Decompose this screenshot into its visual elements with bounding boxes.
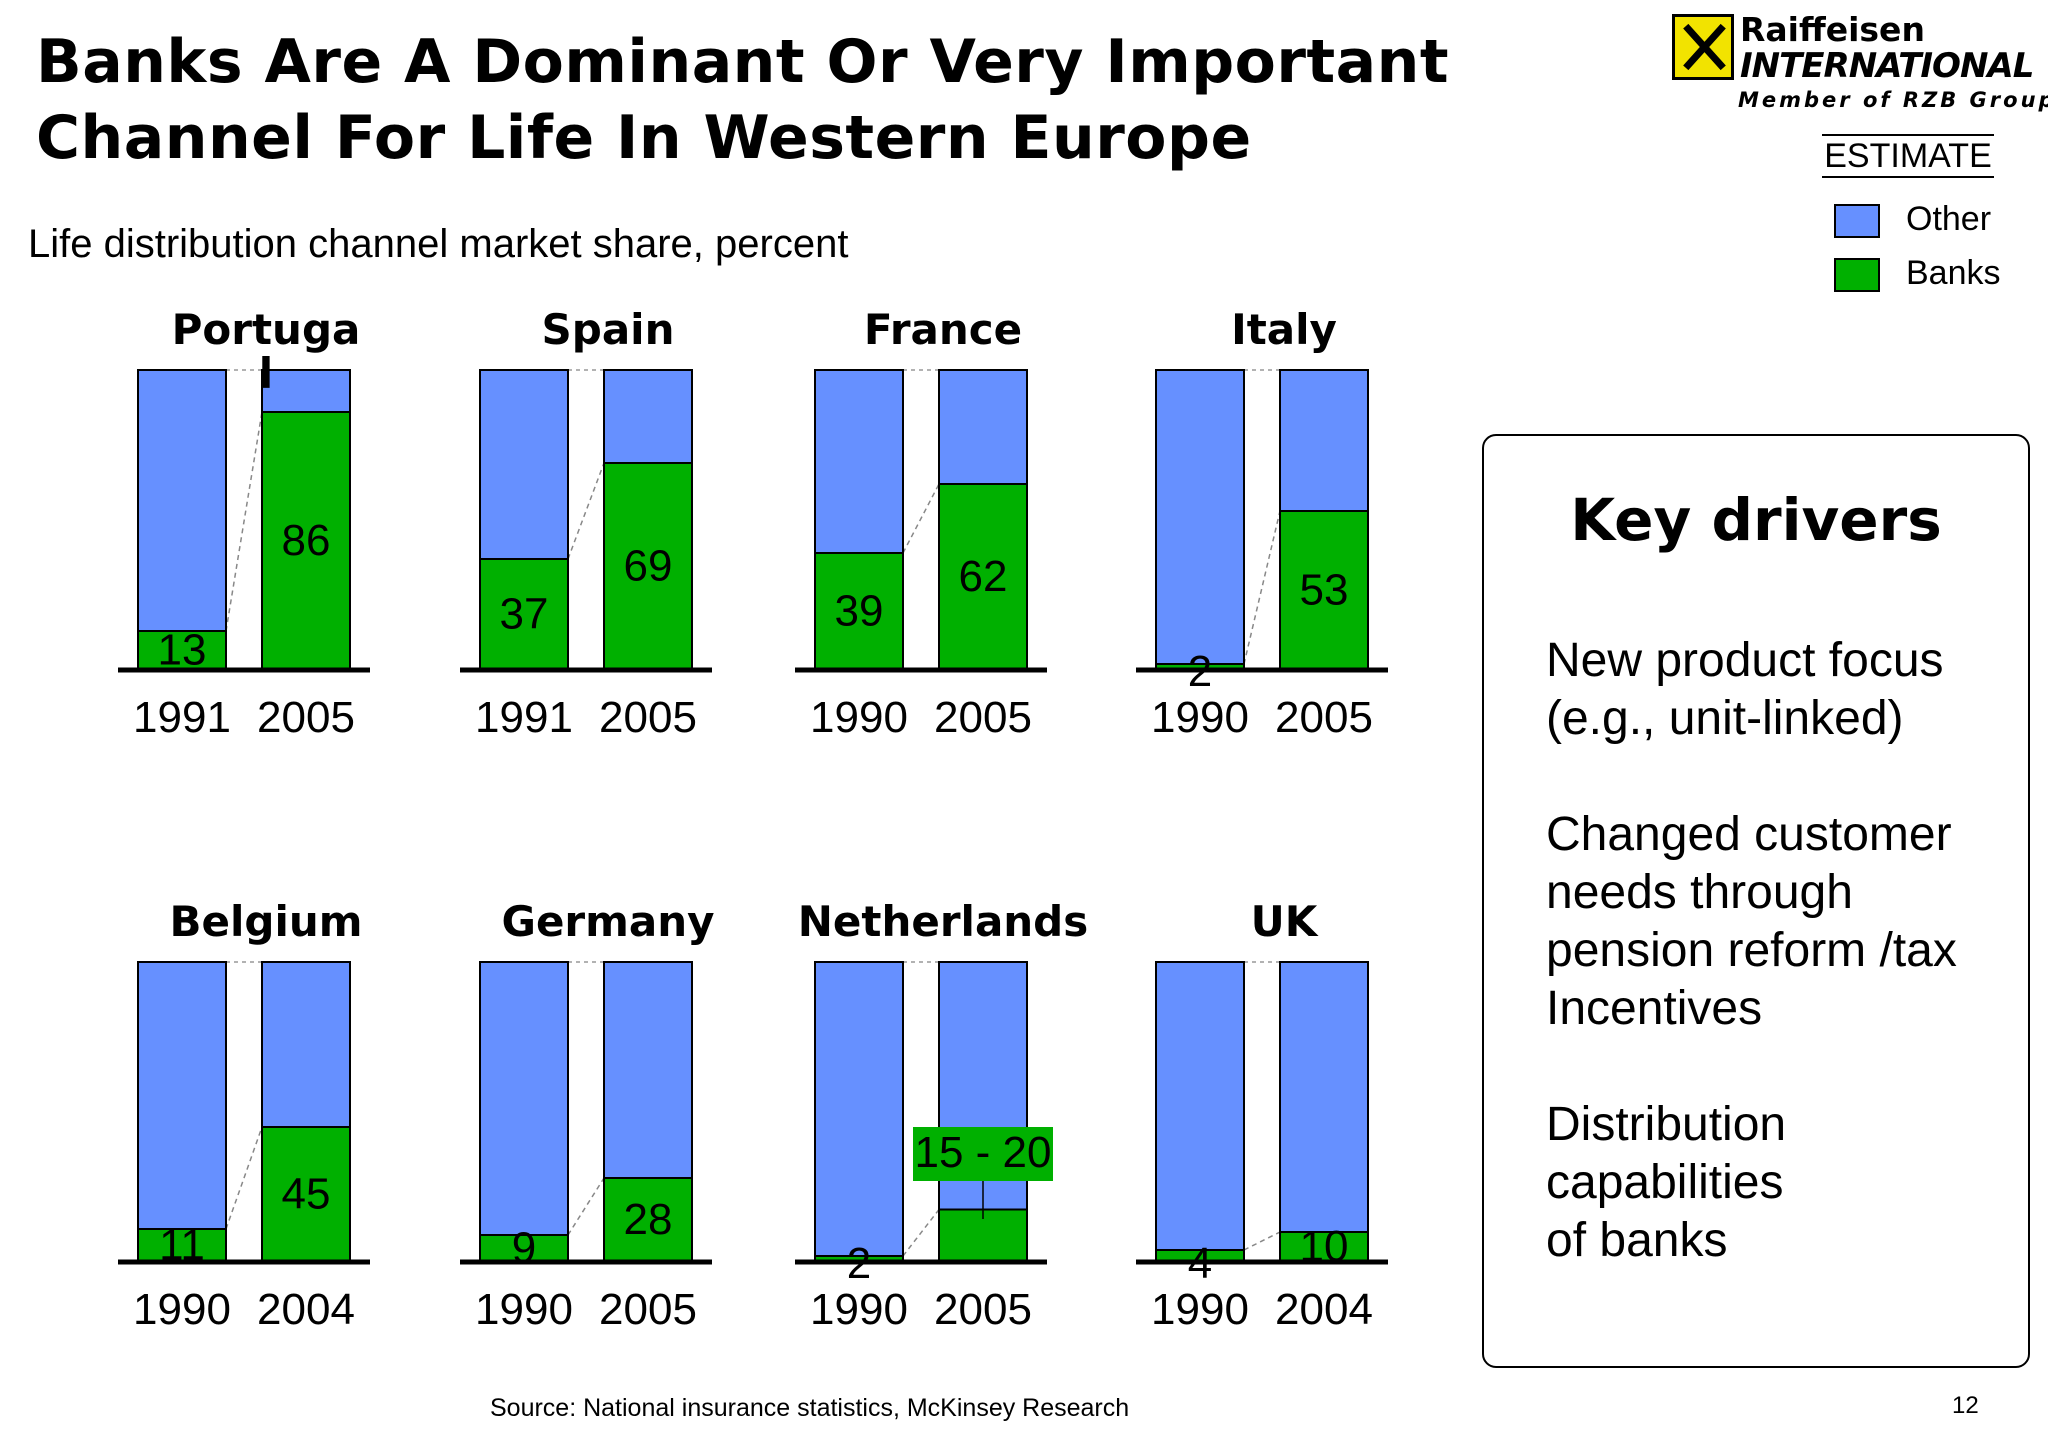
belgium-panel-title: Belgium — [169, 897, 362, 946]
italy-year-label-2005: 2005 — [1275, 693, 1373, 742]
estimate-label: ESTIMATE — [1822, 134, 1994, 178]
germany-panel-title: Germany — [501, 897, 714, 946]
portugal-banks-bar-1991 — [137, 630, 227, 671]
key-driver-2-line-4: Incentives — [1546, 982, 1763, 1035]
spain-other-bar-2005 — [603, 369, 693, 464]
italy-year-label-1990: 1990 — [1151, 693, 1249, 742]
belgium-value-label-2004: 45 — [282, 1170, 331, 1219]
netherlands-range-label-box — [913, 1127, 1053, 1181]
slide-title: Banks Are A Dominant Or Very Important C… — [36, 24, 1456, 176]
italy-panel-title: Italy — [1231, 305, 1337, 354]
spain-value-label-1991: 37 — [500, 590, 549, 639]
key-driver-item-2: Changed customer needs through pension r… — [1546, 806, 2026, 1038]
germany-value-label-2005: 28 — [624, 1195, 673, 1244]
portugal-other-bar-1991 — [137, 369, 227, 632]
italy-banks-bar-2005 — [1279, 510, 1369, 671]
legend-label-banks: Banks — [1906, 254, 2001, 292]
italy-bank-connector — [1243, 510, 1281, 665]
legend-swatch-banks — [1834, 258, 1880, 292]
germany-year-label-2005: 2005 — [599, 1285, 697, 1334]
france-year-label-2005: 2005 — [934, 693, 1032, 742]
spain-other-bar-1991 — [479, 369, 569, 560]
source-note: Source: National insurance statistics, M… — [490, 1394, 1130, 1422]
portugal-value-label-1991: 13 — [158, 626, 207, 675]
uk-banks-bar-2004 — [1279, 1231, 1369, 1263]
portugal-panel-title-line-2: l — [259, 349, 273, 398]
spain-banks-bar-1991 — [479, 558, 569, 671]
france-banks-bar-1990 — [814, 552, 904, 671]
spain-year-label-1991: 1991 — [475, 693, 573, 742]
spain-panel-title: Spain — [542, 305, 675, 354]
belgium-other-bar-2004 — [261, 961, 351, 1128]
uk-year-label-1990: 1990 — [1151, 1285, 1249, 1334]
uk-other-bar-2004 — [1279, 961, 1369, 1233]
netherlands-panel-title: Netherlands — [798, 897, 1089, 946]
france-bank-connector — [902, 483, 940, 554]
key-driver-2-line-1: Changed customer — [1546, 808, 1952, 861]
page-number: 12 — [1952, 1392, 1979, 1419]
belgium-other-bar-1990 — [137, 961, 227, 1230]
france-other-bar-1990 — [814, 369, 904, 554]
belgium-year-label-1990: 1990 — [133, 1285, 231, 1334]
france-panel-title: France — [864, 305, 1022, 354]
portugal-panel-title: Portuga — [172, 305, 361, 354]
france-value-label-1990: 39 — [835, 587, 884, 636]
italy-other-bar-1990 — [1155, 369, 1245, 665]
france-value-label-2005: 62 — [959, 552, 1008, 601]
netherlands-year-label-2005: 2005 — [934, 1285, 1032, 1334]
slide-title-line-2: Channel For Life In Western Europe — [36, 103, 1252, 173]
netherlands-banks-bar-2005 — [938, 1208, 1028, 1263]
key-driver-item-1: New product focus (e.g., unit-linked) — [1546, 632, 2026, 748]
belgium-year-label-2004: 2004 — [257, 1285, 355, 1334]
uk-bank-connector — [1243, 1231, 1281, 1251]
france-other-bar-2005 — [938, 369, 1028, 485]
netherlands-other-bar-1990 — [814, 961, 904, 1257]
legend-swatch-other — [1834, 204, 1880, 238]
slide-title-line-1: Banks Are A Dominant Or Very Important — [36, 27, 1450, 97]
key-driver-1-line-2: (e.g., unit-linked) — [1546, 692, 1904, 745]
germany-year-label-1990: 1990 — [475, 1285, 573, 1334]
portugal-banks-bar-2005 — [261, 411, 351, 671]
spain-year-label-2005: 2005 — [599, 693, 697, 742]
portugal-other-bar-2005 — [261, 369, 351, 413]
logo-member-text: Member of RZB Group — [1738, 88, 2048, 112]
key-driver-3-line-2: of banks — [1546, 1214, 1728, 1267]
portugal-bank-connector — [225, 411, 263, 632]
netherlands-year-label-1990: 1990 — [810, 1285, 908, 1334]
uk-panel-title: UK — [1251, 897, 1319, 946]
raiffeisen-logo: Raiffeisen INTERNATIONAL Member of RZB G… — [1672, 10, 2048, 122]
key-driver-1-line-1: New product focus — [1546, 634, 1944, 687]
france-banks-bar-2005 — [938, 483, 1028, 671]
spain-bank-connector — [567, 462, 605, 560]
logo-name-line-1: Raiffeisen — [1740, 10, 1925, 49]
raiffeisen-cross-icon — [1672, 14, 1734, 80]
germany-other-bar-2005 — [603, 961, 693, 1179]
belgium-bank-connector — [225, 1126, 263, 1230]
key-drivers-panel: Key drivers New product focus (e.g., uni… — [1482, 434, 2030, 1368]
germany-value-label-1990: 9 — [512, 1224, 536, 1273]
netherlands-bank-connector — [902, 1209, 940, 1257]
key-driver-2-line-2: needs through — [1546, 866, 1853, 919]
legend-label-other: Other — [1906, 200, 1992, 238]
france-year-label-1990: 1990 — [810, 693, 908, 742]
logo-name-line-2: INTERNATIONAL — [1740, 46, 2034, 86]
key-drivers-heading: Key drivers — [1570, 486, 1942, 554]
key-driver-item-3: Distribution capabilities of banks — [1546, 1096, 2030, 1270]
germany-other-bar-1990 — [479, 961, 569, 1236]
uk-year-label-2004: 2004 — [1275, 1285, 1373, 1334]
belgium-banks-bar-2004 — [261, 1126, 351, 1263]
italy-value-label-2005: 53 — [1300, 566, 1349, 615]
netherlands-value-label-2005: 15 - 20 — [915, 1128, 1052, 1177]
spain-value-label-2005: 69 — [624, 542, 673, 591]
key-driver-2-line-3: pension reform /tax — [1546, 924, 1957, 977]
portugal-year-label-2005: 2005 — [257, 693, 355, 742]
italy-other-bar-2005 — [1279, 369, 1369, 512]
key-driver-3-line-1: Distribution capabilities — [1546, 1098, 1787, 1209]
germany-bank-connector — [567, 1177, 605, 1236]
portugal-year-label-1991: 1991 — [133, 693, 231, 742]
portugal-value-label-2005: 86 — [282, 516, 331, 565]
chart-subtitle: Life distribution channel market share, … — [28, 222, 849, 266]
uk-other-bar-1990 — [1155, 961, 1245, 1251]
